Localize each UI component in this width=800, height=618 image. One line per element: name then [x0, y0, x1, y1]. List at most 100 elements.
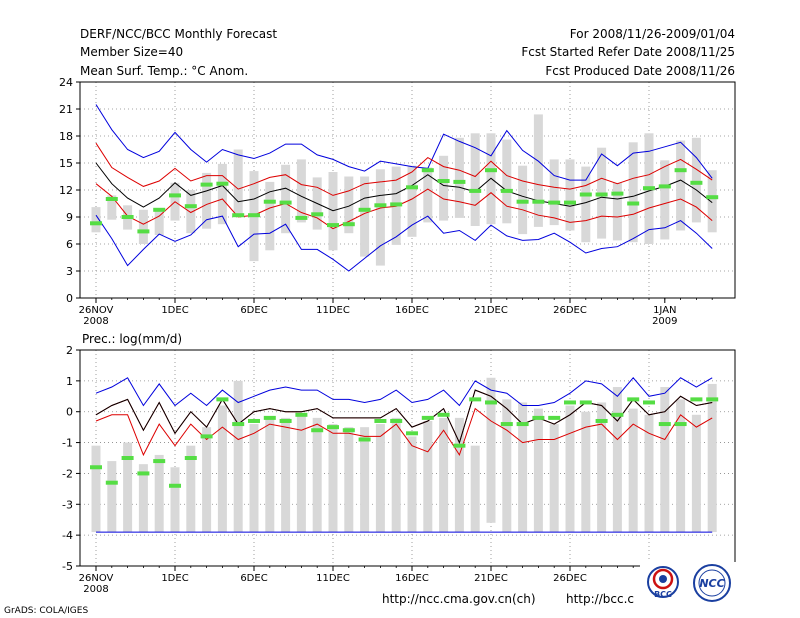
prec-box	[486, 377, 496, 523]
temp-mean-marker	[216, 181, 229, 186]
header-title: DERF/NCC/BCC Monthly Forecast	[80, 27, 277, 41]
temp-y-tick-label: 6	[66, 238, 73, 251]
temp-box	[360, 176, 370, 257]
temp-series-mean-std	[95, 142, 713, 196]
prec-mean-marker	[595, 418, 608, 423]
prec-mean-marker	[548, 415, 561, 420]
prec-mean-marker	[358, 437, 371, 442]
prec-box	[423, 420, 433, 533]
prec-y-tick-label: -2	[62, 467, 73, 480]
prec-box	[202, 427, 212, 533]
prec-box	[581, 411, 591, 533]
prec-box	[312, 417, 322, 533]
ncc-url-link[interactable]: http://ncc.cma.gov.cn(ch)	[382, 592, 536, 606]
prec-x-tick-label: 26DEC	[553, 573, 587, 584]
temp-mean-marker	[232, 213, 245, 218]
temp-box	[691, 137, 701, 223]
temp-mean-marker	[690, 180, 703, 185]
prec-mean-marker	[121, 456, 134, 460]
temp-mean-marker	[90, 221, 102, 226]
prec-box	[391, 417, 401, 533]
temp-x-tick-label: 1DEC	[161, 305, 188, 316]
temp-mean-marker	[263, 199, 276, 204]
prec-box	[265, 417, 275, 533]
temp-x-tick-label: 6DEC	[240, 305, 267, 316]
temp-box	[265, 181, 275, 251]
temp-mean-marker	[548, 200, 561, 205]
temp-box	[676, 140, 686, 231]
prec-mean-marker	[279, 418, 292, 423]
prec-box	[597, 402, 607, 533]
prec-mean-marker	[406, 431, 418, 436]
prec-mean-marker	[295, 412, 308, 417]
prec-mean-marker	[469, 397, 482, 402]
temp-mean-marker	[516, 199, 529, 204]
prec-mean-marker	[216, 397, 229, 402]
prec-box	[454, 417, 464, 533]
temp-x-tick-label: 16DEC	[395, 305, 429, 316]
temp-box	[565, 159, 575, 231]
prec-mean-marker	[327, 425, 339, 430]
temp-x-tick-label: 26NOV	[79, 305, 114, 316]
temp-box	[407, 165, 417, 237]
prec-y-tick-label: 0	[66, 406, 73, 419]
prec-mean-marker	[232, 422, 245, 427]
prec-y-tick-label: -5	[62, 560, 73, 573]
footer: GrADS: COLA/IGES http://ncc.cma.gov.cn(c…	[4, 562, 736, 616]
temp-mean-marker	[500, 188, 513, 193]
temp-mean-marker	[121, 215, 134, 219]
temp-mean-marker	[485, 168, 497, 173]
prec-box	[281, 417, 291, 533]
prec-y-tick-label: -3	[62, 498, 73, 511]
prec-box	[91, 445, 101, 533]
temp-mean-marker	[327, 223, 339, 228]
prec-box	[344, 427, 354, 533]
prec-mean-marker	[690, 397, 703, 402]
temp-mean-marker	[169, 193, 181, 198]
prec-box	[549, 424, 559, 533]
temp-x-tick-label: 26DEC	[553, 305, 587, 316]
temp-mean-marker	[248, 213, 260, 218]
bcc-url-link[interactable]: http://bcc.c	[566, 592, 634, 606]
prec-mean-marker	[200, 434, 213, 439]
grads-credit: GrADS: COLA/IGES	[4, 606, 88, 616]
temp-mean-marker	[421, 168, 434, 173]
temp-x-tick-sublabel: 2009	[652, 316, 677, 327]
temp-box	[454, 137, 464, 218]
prec-box	[518, 402, 528, 533]
temp-box	[707, 170, 717, 233]
prec-box	[660, 387, 670, 533]
temp-box	[186, 190, 196, 234]
temp-mean-marker	[453, 179, 466, 184]
prec-mean-marker	[643, 400, 655, 405]
temp-mean-marker	[390, 202, 403, 207]
prec-box	[533, 408, 543, 533]
temp-box	[470, 133, 480, 226]
temp-y-tick-label: 0	[66, 292, 73, 305]
temp-y-tick-label: 18	[59, 130, 73, 143]
temp-box	[154, 208, 164, 235]
temp-mean-marker	[658, 184, 671, 189]
prec-box	[644, 414, 654, 533]
prec-box	[691, 414, 701, 533]
prec-box	[138, 464, 148, 533]
temp-box	[344, 176, 354, 234]
header-variable: Mean Surf. Temp.: °C Anom.	[80, 64, 248, 78]
prec-mean-marker	[485, 400, 497, 405]
prec-series-max	[95, 377, 713, 407]
temp-box	[549, 159, 559, 226]
temp-mean-marker	[627, 201, 640, 206]
temp-mean-marker	[184, 204, 197, 209]
prec-mean-marker	[90, 465, 102, 470]
temp-box	[612, 182, 622, 241]
prec-box	[407, 436, 417, 533]
temp-series-mean-std	[95, 183, 713, 230]
prec-box	[565, 405, 575, 533]
temp-y-tick-label: 12	[59, 184, 73, 197]
temp-mean-marker	[295, 215, 308, 220]
temp-box	[423, 167, 433, 223]
prec-x-tick-label: 11DEC	[316, 573, 350, 584]
prec-mean-marker	[564, 400, 576, 405]
header-member-size: Member Size=40	[80, 45, 183, 59]
